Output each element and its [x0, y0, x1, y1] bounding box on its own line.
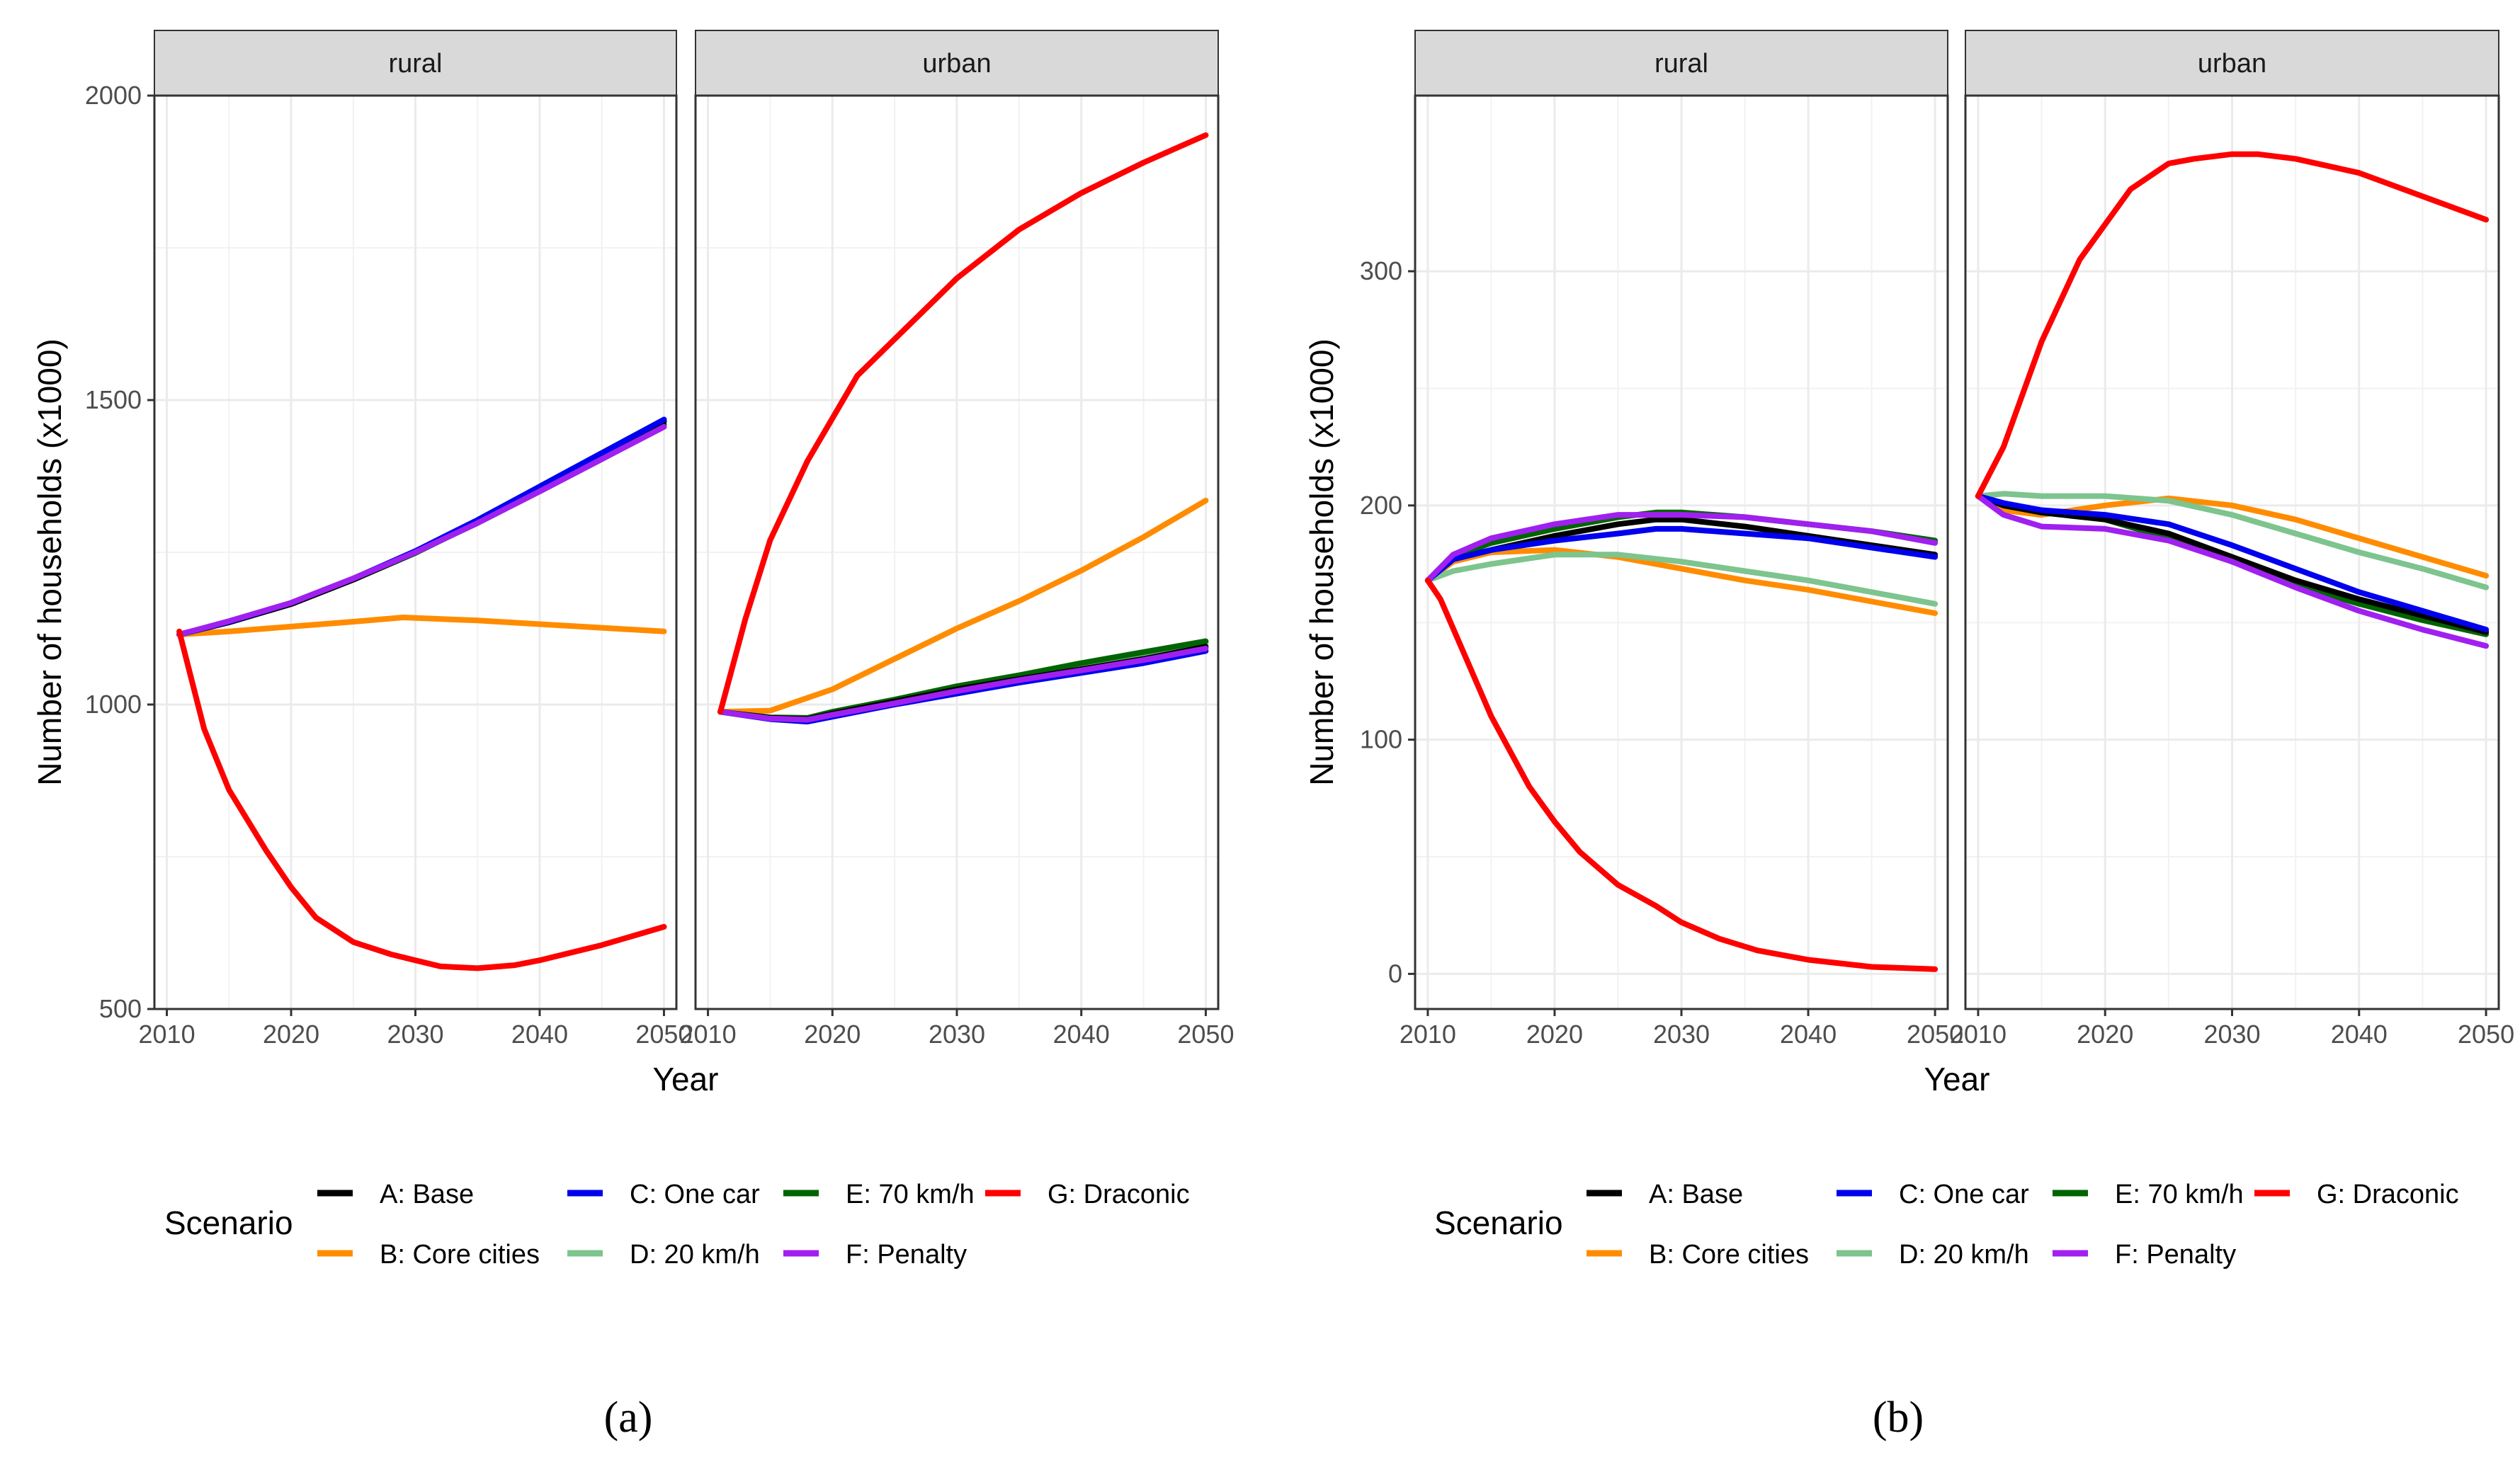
legend-label: G: Draconic: [1048, 1180, 1190, 1209]
series-line-F: [1975, 493, 2490, 649]
legend-label: A: Base: [1649, 1180, 1743, 1209]
legend-entry-F: F: Penalty: [783, 1240, 967, 1270]
x-tick-label: 2020: [804, 1020, 861, 1049]
subfigure-caption: (a): [604, 1393, 653, 1442]
y-tick-label: 2000: [85, 81, 142, 110]
y-tick-label: 500: [99, 994, 142, 1023]
x-tick-label: 2010: [1950, 1020, 2007, 1049]
x-tick-label: 2050: [2458, 1020, 2514, 1049]
x-tick-label: 2030: [929, 1020, 985, 1049]
chart-b: rural 2010 2020 2030 2040 2050 0 100 200 300 urban…: [1303, 30, 2514, 1442]
chart-a: rural 2010 2020 2030 2040 2050 500 1000 1500 2000…: [31, 30, 1234, 1442]
legend-title: Scenario: [164, 1204, 293, 1241]
legend-entry-F: F: Penalty: [2053, 1240, 2236, 1270]
y-axis-title: Number of households (x1000): [1303, 338, 1340, 786]
y-tick-label: 200: [1360, 491, 1402, 520]
legend-label: E: 70 km/h: [846, 1180, 975, 1209]
facet-strip-label: urban: [922, 49, 991, 79]
x-axis-title: Year: [1924, 1061, 1990, 1098]
y-axis-title: Number of households (x1000): [31, 338, 68, 786]
legend-entry-D: D: 20 km/h: [567, 1240, 760, 1270]
x-axis-title: Year: [653, 1061, 719, 1098]
y-tick-label: 1000: [85, 690, 142, 719]
legend-label: D: 20 km/h: [1899, 1240, 2029, 1270]
legend-entry-E: E: 70 km/h: [2053, 1180, 2244, 1209]
series-line-G: [1424, 577, 1939, 972]
legend-entry-B: B: Core cities: [1587, 1240, 1809, 1270]
y-tick-label: 0: [1388, 959, 1402, 988]
series-line-G: [176, 628, 667, 971]
series-line-C: [1975, 493, 2490, 633]
legend-entry-A: A: Base: [317, 1180, 474, 1209]
legend-label: E: 70 km/h: [2115, 1180, 2244, 1209]
series-line-G: [717, 132, 1209, 715]
x-tick-label: 2040: [2331, 1020, 2388, 1049]
legend-entry-G: G: Draconic: [985, 1180, 1190, 1209]
x-tick-label: 2050: [1907, 1020, 1963, 1049]
legend-label: D: 20 km/h: [630, 1240, 760, 1270]
x-tick-label: 2050: [635, 1020, 692, 1049]
facet-strip: [154, 30, 677, 96]
facet-strip-label: urban: [2198, 49, 2266, 79]
facet-strip-label: rural: [388, 49, 442, 79]
x-tick-label: 2020: [2077, 1020, 2133, 1049]
legend: Scenario A: Base B: Core cities C: One car D…: [164, 1180, 1190, 1270]
y-tick-label: 100: [1360, 725, 1402, 754]
legend-label: C: One car: [1899, 1180, 2029, 1209]
legend: Scenario A: Base B: Core cities C: One car D…: [1434, 1180, 2459, 1270]
x-tick-label: 2040: [1780, 1020, 1837, 1049]
facet-strip: [1965, 30, 2499, 96]
y-tick-label: 1500: [85, 385, 142, 414]
x-tick-label: 2010: [680, 1020, 737, 1049]
x-tick-label: 2030: [1653, 1020, 1710, 1049]
x-tick-label: 2030: [2203, 1020, 2260, 1049]
series-line-B: [717, 497, 1209, 715]
facet-strip: [1414, 30, 1948, 96]
legend-entry-D: D: 20 km/h: [1837, 1240, 2029, 1270]
series-line-D: [1424, 552, 1939, 607]
series-line-B: [1975, 493, 2490, 579]
facet-strip: [695, 30, 1219, 96]
series-line-B: [176, 615, 667, 638]
x-tick-label: 2040: [511, 1020, 568, 1049]
legend-entry-B: B: Core cities: [317, 1240, 540, 1270]
legend-entry-E: E: 70 km/h: [783, 1180, 975, 1209]
legend-label: B: Core cities: [1649, 1240, 1809, 1270]
x-tick-label: 2040: [1053, 1020, 1110, 1049]
legend-entry-C: C: One car: [567, 1180, 760, 1209]
facet-strip-label: rural: [1655, 49, 1708, 79]
subfigure-caption: (b): [1873, 1393, 1924, 1442]
y-tick-label: 300: [1360, 256, 1402, 285]
series-line-F: [1424, 512, 1939, 583]
x-tick-label: 2050: [1177, 1020, 1234, 1049]
legend-label: A: Base: [380, 1180, 474, 1209]
legend-entry-G: G: Draconic: [2254, 1180, 2459, 1209]
panel-rural: rural 2010 2020 2030 2040 2050 0 100 200 300: [1360, 30, 1963, 1049]
legend-label: F: Penalty: [846, 1240, 967, 1270]
panel-urban: urban 2010 2020 2030 2040 2050: [1950, 30, 2514, 1049]
panel-urban: urban 2010 2020 2030 2040 2050: [680, 30, 1234, 1049]
series-line-F: [717, 645, 1209, 723]
x-tick-label: 2030: [387, 1020, 443, 1049]
series-line-F: [176, 423, 667, 638]
x-tick-label: 2010: [1400, 1020, 1456, 1049]
legend-entry-A: A: Base: [1587, 1180, 1743, 1209]
series-line-G: [1975, 151, 2490, 499]
panel-rural: rural 2010 2020 2030 2040 2050 500 1000 1500 2000: [85, 30, 692, 1049]
legend-entry-C: C: One car: [1837, 1180, 2029, 1209]
legend-label: C: One car: [630, 1180, 760, 1209]
series-line-D: [1975, 491, 2490, 591]
x-tick-label: 2020: [1526, 1020, 1583, 1049]
x-tick-label: 2010: [139, 1020, 195, 1049]
legend-label: B: Core cities: [380, 1240, 540, 1270]
legend-title: Scenario: [1434, 1204, 1563, 1241]
x-tick-label: 2020: [263, 1020, 319, 1049]
legend-label: G: Draconic: [2317, 1180, 2459, 1209]
series-line-C: [1424, 525, 1939, 583]
legend-label: F: Penalty: [2115, 1240, 2236, 1270]
